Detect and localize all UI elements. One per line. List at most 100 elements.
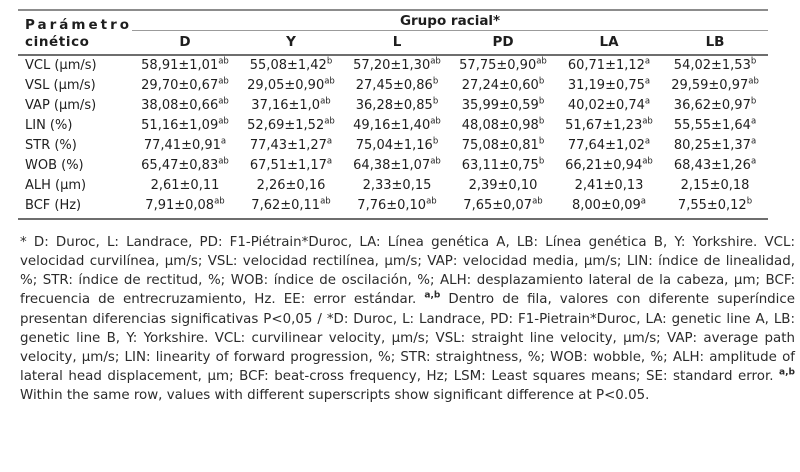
significance-superscript: b xyxy=(326,56,333,67)
column-header-d: D xyxy=(132,30,238,56)
significance-superscript: b xyxy=(538,156,545,167)
value-cell: 75,04±1,16b xyxy=(355,136,439,153)
value-cell: 57,75±0,90ab xyxy=(459,56,547,73)
table-row: ALH (μm) 2,61±0,11 2,26±0,16 2,33±0,15 2,39±… xyxy=(18,176,768,196)
significance-superscript: a xyxy=(640,196,646,207)
footnote-text-en: Dentro de fila, valores con diferente su… xyxy=(20,292,795,385)
table-row: VSL (μm/s) 29,70±0,67ab 29,05±0,90ab 27,45±… xyxy=(18,76,768,96)
significance-superscript: a xyxy=(750,116,757,127)
significance-superscript: ab xyxy=(642,116,653,127)
significance-superscript: ab xyxy=(320,196,331,207)
significance-superscript: b xyxy=(750,96,757,107)
value-cell: 55,55±1,64a xyxy=(673,116,757,133)
significance-superscript: b xyxy=(538,76,545,87)
footnote-superscript-marker: a,b xyxy=(779,367,795,378)
value-cell: 2,41±0,13 xyxy=(574,178,644,193)
significance-superscript: ab xyxy=(430,116,441,127)
param-label: ALH (μm) xyxy=(25,178,87,193)
table-footnote: * D: Duroc, L: Landrace, PD: F1-Piétrain… xyxy=(20,233,795,405)
significance-superscript: a xyxy=(644,136,651,147)
column-header-pd: PD xyxy=(450,30,556,56)
value-cell: 67,51±1,17a xyxy=(249,156,333,173)
value-cell: 7,55±0,12b xyxy=(662,196,769,220)
significance-superscript: ab xyxy=(214,196,225,207)
param-label: WOB (%) xyxy=(25,158,84,173)
value-cell: 29,59±0,97ab xyxy=(671,76,759,93)
value-cell: 31,19±0,75a xyxy=(567,76,651,93)
value-cell: 7,91±0,08ab xyxy=(132,196,238,220)
significance-superscript: ab xyxy=(324,116,335,127)
significance-superscript: ab xyxy=(218,56,229,67)
significance-superscript: b xyxy=(432,96,439,107)
value-cell: 48,08±0,98b xyxy=(461,116,545,133)
value-cell: 7,76±0,10ab xyxy=(344,196,450,220)
significance-superscript: ab xyxy=(536,56,547,67)
value-cell: 51,16±1,09ab xyxy=(141,116,229,133)
value-cell: 55,08±1,42b xyxy=(249,56,333,73)
significance-superscript: b xyxy=(432,76,439,87)
table-row: LIN (%) 51,16±1,09ab 52,69±1,52ab 49,16±1,4… xyxy=(18,116,768,136)
significance-superscript: b xyxy=(432,136,439,147)
significance-superscript: ab xyxy=(642,156,653,167)
significance-superscript: ab xyxy=(218,96,229,107)
value-cell: 37,16±1,0ab xyxy=(251,96,331,113)
significance-superscript: a xyxy=(326,156,333,167)
significance-superscript: ab xyxy=(320,96,331,107)
param-header-line2: cinético xyxy=(25,34,90,51)
significance-superscript: ab xyxy=(218,156,229,167)
param-label: LIN (%) xyxy=(25,118,73,133)
param-label: STR (%) xyxy=(25,138,77,153)
value-cell: 29,05±0,90ab xyxy=(247,76,335,93)
significance-superscript: b xyxy=(538,116,545,127)
significance-superscript: a xyxy=(644,76,651,87)
value-cell: 27,24±0,60b xyxy=(461,76,545,93)
significance-superscript: b xyxy=(746,196,753,207)
value-cell: 65,47±0,83ab xyxy=(141,156,229,173)
table-row: STR (%) 77,41±0,91a 77,43±1,27a 75,04±1,16b… xyxy=(18,136,768,156)
group-header: Grupo racial* xyxy=(132,10,769,31)
footnote-text-es: * D: Duroc, L: Landrace, PD: F1-Piétrain… xyxy=(20,235,795,308)
footnote-superscript-marker: a,b xyxy=(424,291,441,301)
value-cell: 54,02±1,53b xyxy=(673,56,757,73)
value-cell: 75,08±0,81b xyxy=(461,136,545,153)
value-cell: 77,43±1,27a xyxy=(249,136,333,153)
significance-superscript: ab xyxy=(532,196,543,207)
significance-superscript: a xyxy=(326,136,333,147)
significance-superscript: ab xyxy=(426,196,437,207)
param-label: VSL (μm/s) xyxy=(25,78,96,93)
value-cell: 2,39±0,10 xyxy=(468,178,538,193)
param-label: VAP (μm/s) xyxy=(25,98,97,113)
column-header-y: Y xyxy=(238,30,344,56)
value-cell: 2,33±0,15 xyxy=(362,178,432,193)
value-cell: 27,45±0,86b xyxy=(355,76,439,93)
significance-superscript: a xyxy=(750,136,757,147)
param-header-line1: Parámetro xyxy=(25,17,133,34)
significance-superscript: b xyxy=(538,136,545,147)
value-cell: 60,71±1,12a xyxy=(567,56,651,73)
value-cell: 7,62±0,11ab xyxy=(238,196,344,220)
value-cell: 2,61±0,11 xyxy=(150,178,220,193)
value-cell: 64,38±1,07ab xyxy=(353,156,441,173)
column-header-lb: LB xyxy=(662,30,769,56)
value-cell: 35,99±0,59b xyxy=(461,96,545,113)
value-cell: 51,67±1,23ab xyxy=(565,116,653,133)
table-row: VAP (μm/s) 38,08±0,66ab 37,16±1,0ab 36,28±0… xyxy=(18,96,768,116)
significance-superscript: a xyxy=(220,136,227,147)
significance-superscript: a xyxy=(644,56,651,67)
significance-superscript: a xyxy=(750,156,757,167)
significance-superscript: ab xyxy=(324,76,335,87)
value-cell: 58,91±1,01ab xyxy=(141,56,229,73)
value-cell: 52,69±1,52ab xyxy=(247,116,335,133)
value-cell: 7,65±0,07ab xyxy=(450,196,556,220)
table-row: VCL (μm/s) 58,91±1,01ab 55,08±1,42b 57,20±1… xyxy=(18,55,768,76)
value-cell: 66,21±0,94ab xyxy=(565,156,653,173)
value-cell: 49,16±1,40ab xyxy=(353,116,441,133)
table-row: WOB (%) 65,47±0,83ab 67,51±1,17a 64,38±1,07… xyxy=(18,156,768,176)
column-header-la: LA xyxy=(556,30,662,56)
value-cell: 36,28±0,85b xyxy=(355,96,439,113)
param-column-header: Parámetro cinético xyxy=(18,10,133,56)
value-cell: 68,43±1,26a xyxy=(673,156,757,173)
significance-superscript: ab xyxy=(218,76,229,87)
significance-superscript: a xyxy=(644,96,651,107)
value-cell: 40,02±0,74a xyxy=(567,96,651,113)
